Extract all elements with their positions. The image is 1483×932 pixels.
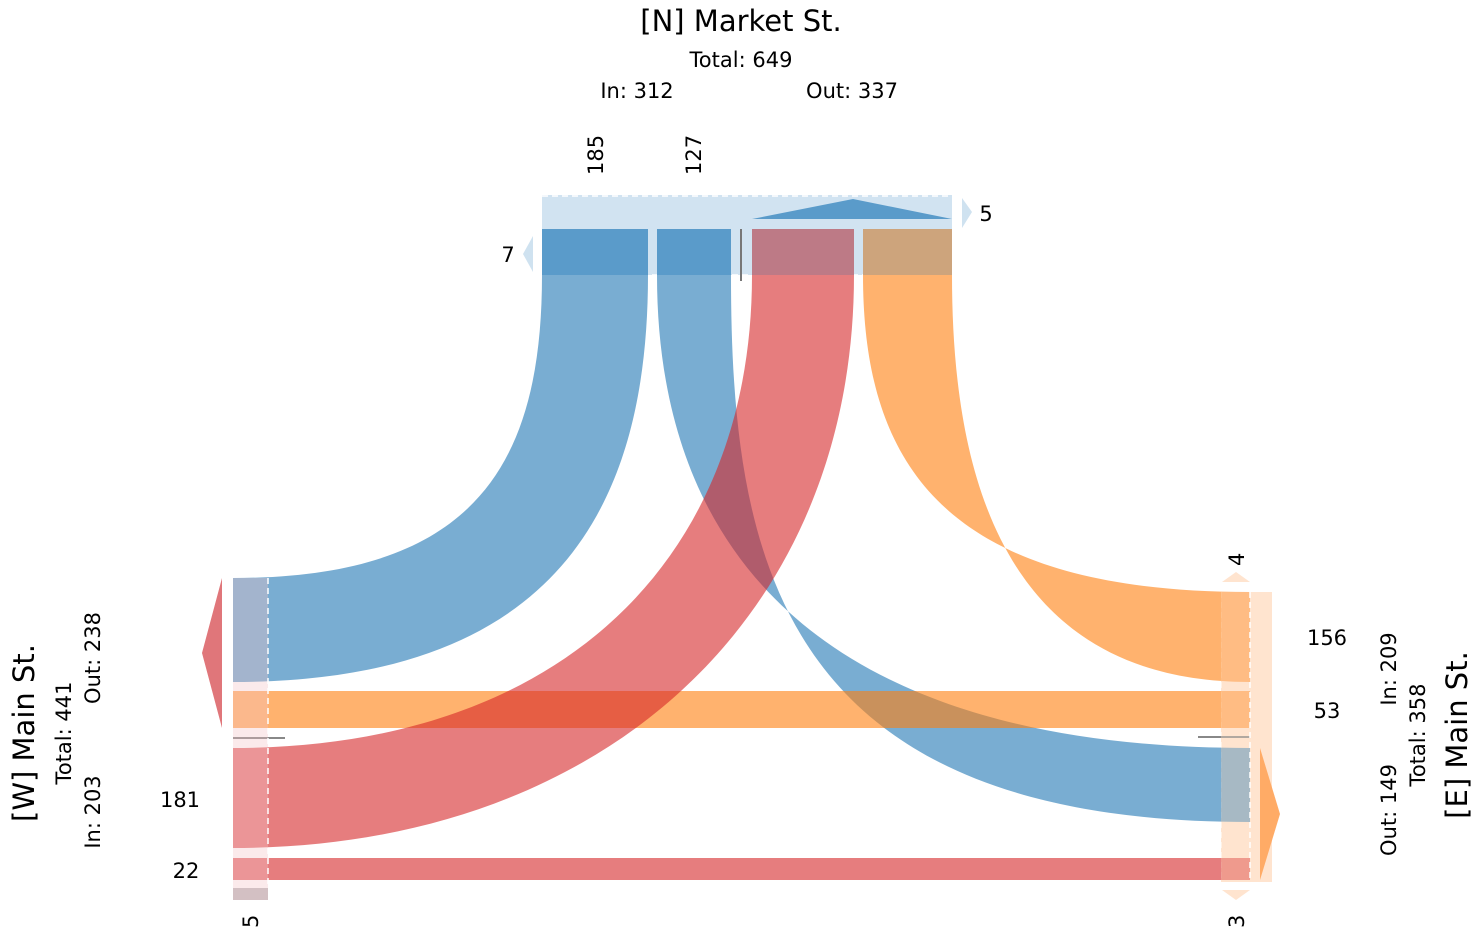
north-exit-block-west	[752, 229, 854, 275]
west-value-bottom: 22	[173, 859, 200, 883]
east-uturn-in-value: 4	[1225, 553, 1249, 566]
west-approach-band	[233, 578, 268, 888]
east-labels: [E] Main St. Total: 358 In: 209 Out: 149…	[1225, 553, 1474, 928]
east-value-mid: 53	[1314, 699, 1341, 723]
west-out: Out: 238	[81, 612, 105, 704]
east-uturn-out-arrow	[1222, 890, 1250, 900]
north-uturn-in-arrow	[523, 236, 533, 272]
west-name: [W] Main St.	[7, 644, 41, 822]
flows	[233, 275, 1250, 880]
north-name: [N] Market St.	[640, 4, 841, 38]
flow-west-to-east	[233, 858, 1250, 880]
north-exit-arrow	[752, 199, 952, 219]
north-uturn-in-value: 7	[501, 243, 514, 267]
north-entry-block-left	[542, 229, 648, 275]
east-uturn-out-value: 3	[1225, 915, 1249, 928]
west-uturn-marker	[233, 888, 268, 900]
east-exit-arrow	[1260, 748, 1280, 880]
west-approach	[202, 578, 285, 900]
north-labels: [N] Market St. Total: 649 In: 312 Out: 3…	[501, 4, 992, 267]
west-value-top: 181	[160, 788, 200, 812]
north-approach	[523, 195, 972, 281]
north-exit-block-east	[863, 229, 952, 275]
east-in: In: 209	[1377, 632, 1401, 705]
east-name: [E] Main St.	[1440, 651, 1474, 819]
west-labels: [W] Main St. Total: 441 In: 203 Out: 238…	[7, 612, 263, 928]
north-total: Total: 649	[689, 48, 793, 72]
north-value-left: 185	[584, 135, 608, 175]
approach-overlays	[233, 578, 1251, 888]
east-uturn-in-arrow	[1222, 572, 1250, 582]
flow-north-to-west	[233, 275, 648, 682]
west-in: In: 203	[81, 775, 105, 848]
east-entry-overlay	[1221, 592, 1250, 882]
north-uturn-out-value: 5	[979, 202, 992, 226]
flow-east-to-north	[863, 275, 1250, 682]
east-total: Total: 358	[1406, 684, 1430, 788]
flow-east-to-west	[233, 691, 1250, 728]
west-exit-arrow	[202, 578, 222, 728]
west-uturn-value: 5	[239, 915, 263, 928]
north-out: Out: 337	[806, 79, 898, 103]
flow-west-to-north	[233, 275, 854, 848]
north-value-right: 127	[682, 135, 706, 175]
west-total: Total: 441	[52, 682, 76, 786]
east-value-top: 156	[1307, 626, 1347, 650]
north-in: In: 312	[600, 79, 673, 103]
east-out: Out: 149	[1377, 764, 1401, 856]
north-entry-block-right	[657, 229, 731, 275]
north-uturn-out-arrow	[962, 198, 972, 228]
